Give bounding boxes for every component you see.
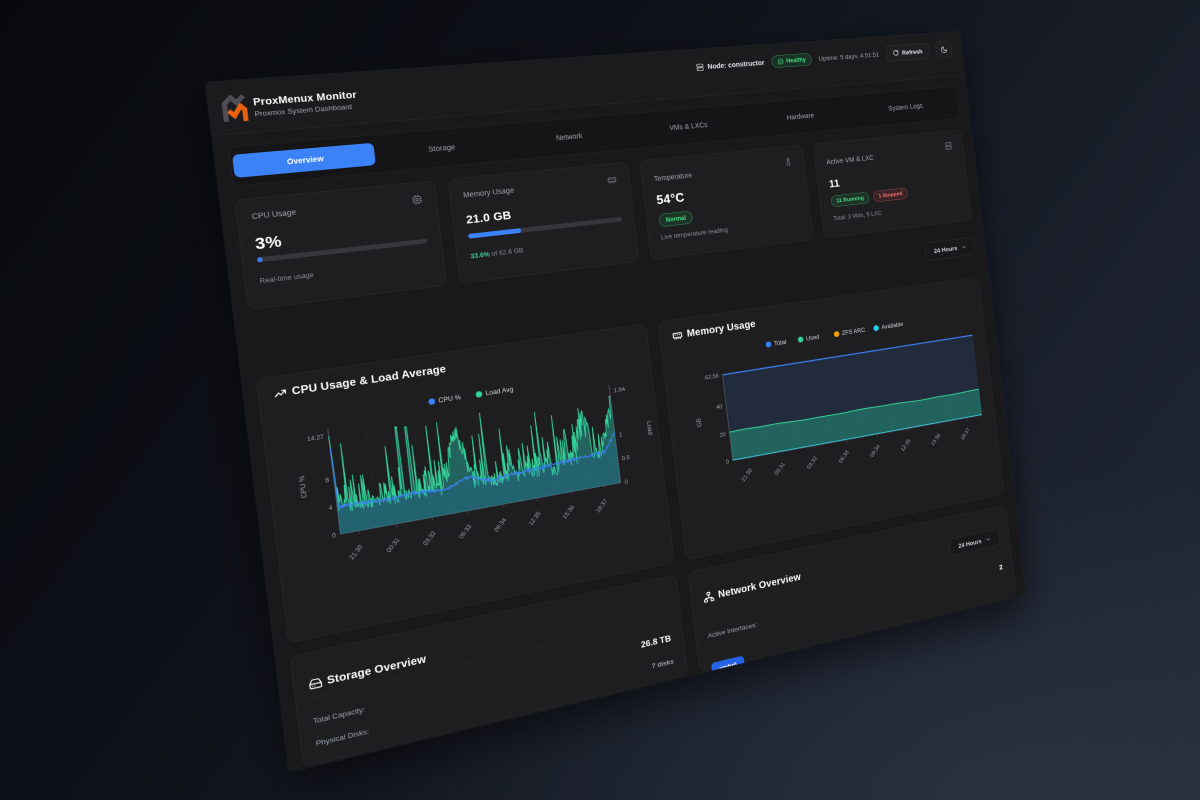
- svg-text:CPU %: CPU %: [438, 393, 462, 404]
- svg-text:12:35: 12:35: [528, 511, 542, 527]
- svg-text:0: 0: [624, 479, 628, 485]
- svg-text:00:31: 00:31: [386, 537, 401, 554]
- svg-text:Load Avg: Load Avg: [485, 385, 514, 397]
- svg-text:CPU %: CPU %: [297, 475, 309, 499]
- svg-text:8: 8: [325, 477, 330, 484]
- svg-text:18:37: 18:37: [595, 498, 609, 514]
- svg-text:21:30: 21:30: [349, 544, 365, 561]
- svg-text:0.5: 0.5: [622, 455, 631, 462]
- svg-text:15:36: 15:36: [562, 505, 576, 521]
- svg-text:Used: Used: [806, 333, 820, 342]
- svg-text:GB: GB: [695, 418, 703, 428]
- svg-text:ZFS ARC: ZFS ARC: [842, 326, 866, 337]
- svg-text:18:37: 18:37: [960, 427, 971, 441]
- svg-text:14.27: 14.27: [307, 434, 325, 443]
- svg-text:62.56: 62.56: [705, 373, 720, 381]
- svg-text:Load: Load: [645, 420, 654, 435]
- svg-text:03:32: 03:32: [422, 530, 437, 546]
- svg-text:09:34: 09:34: [870, 444, 882, 458]
- svg-text:20: 20: [719, 432, 726, 439]
- svg-text:00:31: 00:31: [774, 462, 787, 477]
- svg-text:06:33: 06:33: [838, 450, 850, 465]
- svg-text:03:32: 03:32: [806, 456, 818, 471]
- svg-text:12:35: 12:35: [900, 438, 912, 452]
- svg-text:1: 1: [619, 432, 623, 438]
- svg-text:Total: Total: [774, 338, 787, 347]
- svg-text:4: 4: [328, 505, 333, 512]
- svg-text:40: 40: [716, 404, 723, 411]
- svg-text:1.94: 1.94: [613, 387, 625, 395]
- svg-text:Available: Available: [881, 321, 904, 331]
- svg-text:15:36: 15:36: [930, 433, 941, 447]
- svg-text:21:30: 21:30: [741, 468, 754, 483]
- svg-text:06:33: 06:33: [458, 524, 473, 540]
- svg-text:0: 0: [726, 459, 730, 465]
- svg-text:0: 0: [332, 533, 337, 540]
- svg-text:09:34: 09:34: [493, 517, 508, 533]
